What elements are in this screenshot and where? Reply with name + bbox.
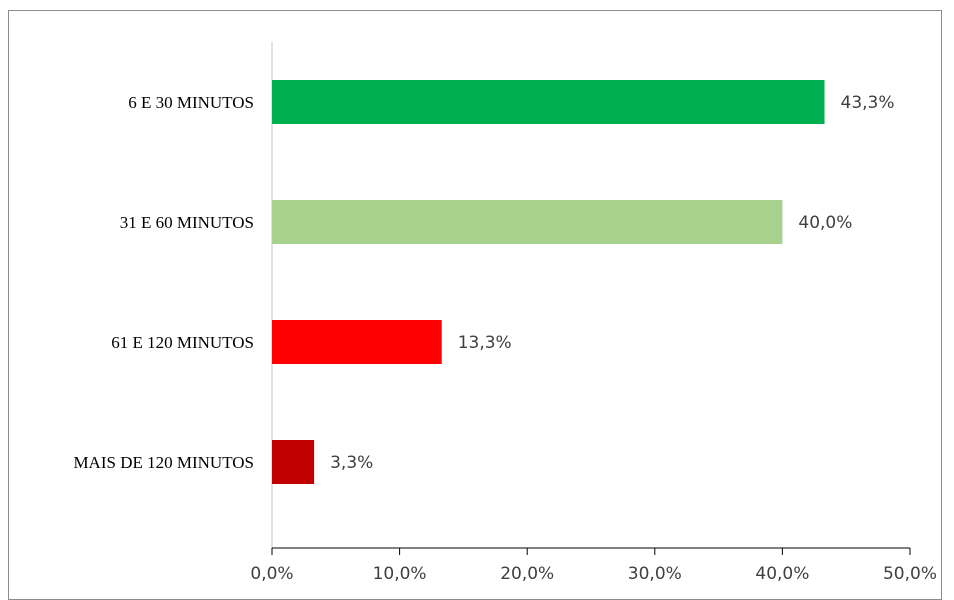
- bar: [272, 200, 783, 244]
- data-label: 43,3%: [841, 93, 895, 113]
- category-label: MAIS DE 120 MINUTOS: [73, 453, 254, 472]
- category-label: 6 E 30 MINUTOS: [128, 93, 254, 112]
- data-label: 40,0%: [798, 213, 852, 233]
- x-tick-label: 40,0%: [755, 564, 809, 583]
- category-label: 31 E 60 MINUTOS: [120, 213, 254, 232]
- bars: [272, 80, 825, 484]
- category-label: 61 E 120 MINUTOS: [111, 333, 254, 352]
- data-label: 3,3%: [330, 453, 373, 473]
- x-tick-label: 0,0%: [250, 564, 293, 583]
- bar: [272, 320, 442, 364]
- labels: 6 E 30 MINUTOS 43,3% 31 E 60 MINUTOS 40,0% 6…: [73, 93, 894, 473]
- bar-chart: 0,0% 10,0% 20,0% 30,0% 40,0% 50,0% 6 E 30 MIN…: [73, 42, 937, 583]
- x-tick-label: 20,0%: [500, 564, 554, 583]
- bar: [272, 80, 825, 124]
- bar: [272, 440, 315, 484]
- x-tick-label: 10,0%: [373, 564, 427, 583]
- data-label: 13,3%: [458, 333, 512, 353]
- x-tick-label: 50,0%: [883, 564, 937, 583]
- x-tick-label: 30,0%: [628, 564, 682, 583]
